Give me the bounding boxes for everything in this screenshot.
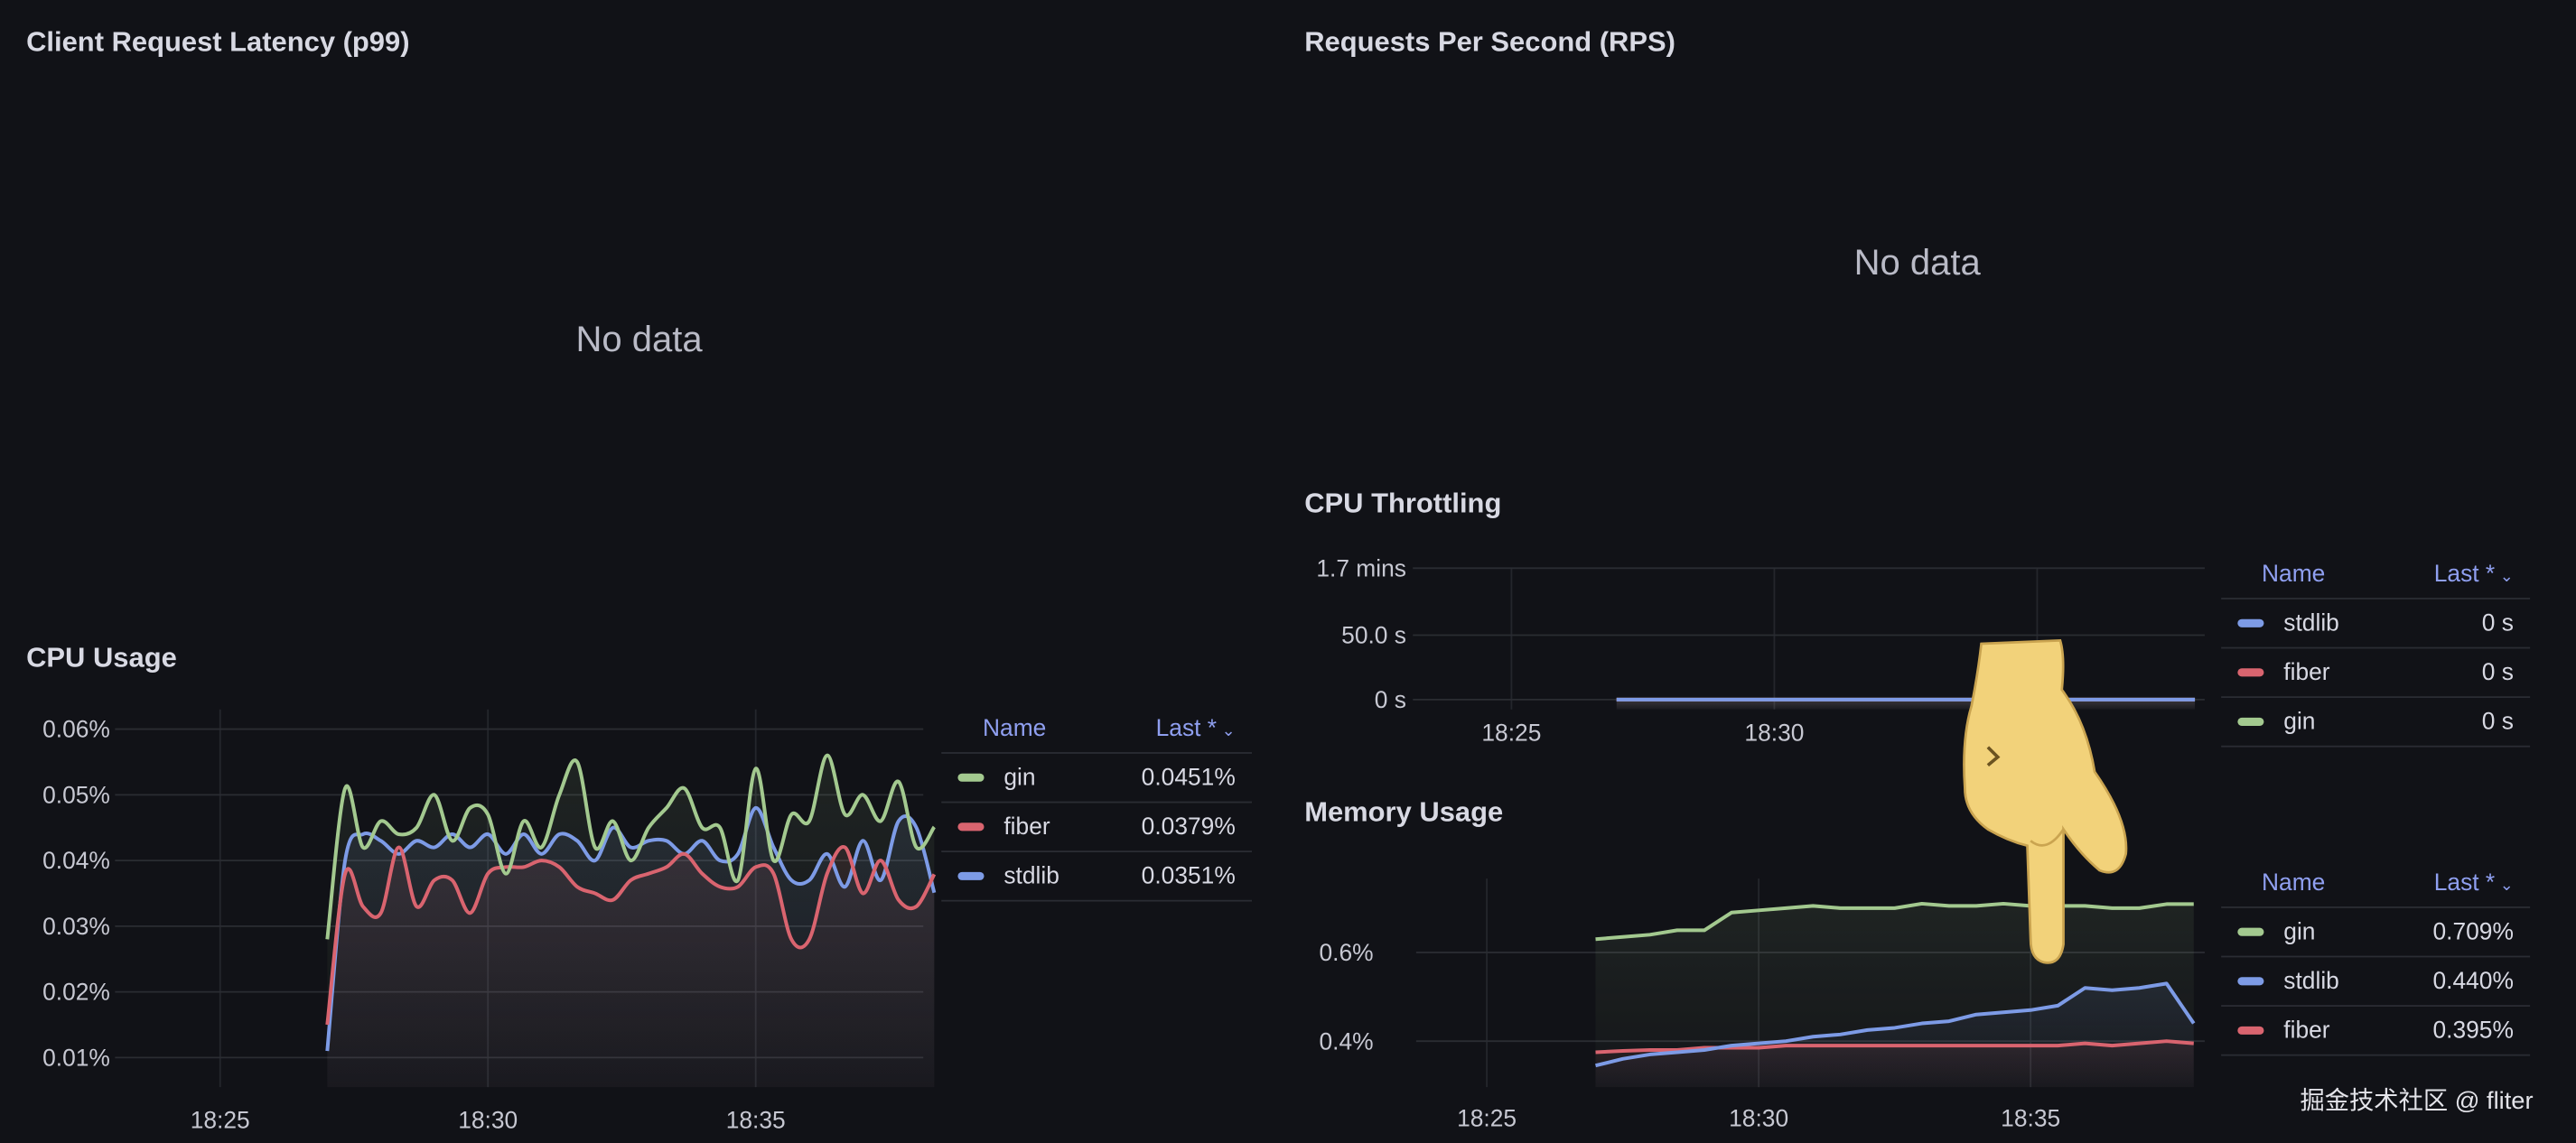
chevron-down-icon: ⌄	[2499, 568, 2514, 587]
series-color-swatch	[2237, 618, 2264, 627]
legend-item-gin[interactable]: gin 0.0451%	[941, 754, 1253, 804]
panel-title-cpu-throttling: CPU Throttling	[1304, 488, 1502, 519]
legend-series-name: stdlib	[1003, 862, 1059, 889]
legend-last-value: 0.440%	[2432, 968, 2514, 995]
x-tick-label: 18:25	[191, 1107, 250, 1134]
legend-series-name: gin	[2283, 708, 2316, 735]
x-tick-label: 18:30	[1729, 1105, 1788, 1132]
legend-series-name: gin	[1003, 764, 1036, 791]
y-tick-label: 0.06%	[42, 716, 110, 743]
legend-last-value: 0 s	[2481, 659, 2514, 686]
series-line-fiber	[1595, 1039, 2194, 1055]
series-color-swatch	[2237, 717, 2264, 726]
legend-last-header[interactable]: Last * ⌄	[2366, 870, 2530, 897]
x-tick-label: 18:25	[1457, 1105, 1517, 1132]
legend-series-name: fiber	[1003, 813, 1050, 841]
legend-cpu-throttling: Name Last * ⌄ stdlib 0 s fiber 0 s gin 0 s	[2221, 552, 2531, 748]
series-color-swatch	[2237, 668, 2264, 677]
legend-series-name: stdlib	[2283, 968, 2339, 995]
series-line-gin	[325, 753, 937, 940]
legend-header: Name Last * ⌄	[2221, 860, 2531, 908]
legend-item-stdlib[interactable]: stdlib 0 s	[2221, 599, 2531, 649]
legend-last-header[interactable]: Last * ⌄	[2366, 562, 2530, 588]
legend-name-header[interactable]: Name	[2262, 870, 2326, 897]
x-tick-label: 18:30	[458, 1107, 518, 1134]
legend-item-stdlib[interactable]: stdlib 0.0351%	[941, 852, 1253, 902]
no-data-rps: No data	[1853, 241, 1981, 283]
legend-header: Name Last * ⌄	[941, 706, 1253, 754]
y-tick-label: 0.4%	[1320, 1027, 1374, 1055]
panel-title-memory-usage: Memory Usage	[1304, 796, 1504, 828]
series-color-swatch	[2237, 977, 2264, 986]
panel-title-latency: Client Request Latency (p99)	[26, 26, 410, 58]
legend-memory-usage: Name Last * ⌄ gin 0.709% stdlib 0.440% fiber 0.3…	[2221, 860, 2531, 1056]
watermark: 掘金技术社区 @ fliter	[2300, 1087, 2534, 1116]
legend-last-value: 0.395%	[2432, 1017, 2514, 1044]
x-tick-label: 18:30	[1744, 719, 1804, 746]
legend-item-stdlib[interactable]: stdlib 0.440%	[2221, 957, 2531, 1007]
legend-header: Name Last * ⌄	[2221, 552, 2531, 599]
y-tick-label: 0.02%	[42, 979, 110, 1006]
y-tick-label: 0.03%	[42, 913, 110, 940]
no-data-latency: No data	[575, 318, 703, 360]
legend-name-header[interactable]: Name	[2262, 562, 2326, 589]
y-tick-label: 0.6%	[1320, 939, 1374, 966]
x-tick-label: 18:35	[2001, 1105, 2060, 1132]
legend-last-value: 0.0351%	[1141, 862, 1236, 889]
series-color-swatch	[2237, 927, 2264, 936]
legend-last-label: Last *	[2433, 562, 2496, 589]
legend-last-value: 0 s	[2481, 708, 2514, 735]
legend-last-label: Last *	[1155, 716, 1218, 743]
y-tick-label: 50.0 s	[1341, 622, 1406, 649]
legend-last-value: 0 s	[2481, 609, 2514, 637]
y-tick-label: 0.04%	[42, 847, 110, 874]
chevron-down-icon: ⌄	[2499, 877, 2514, 896]
series-line-fiber	[325, 845, 937, 1026]
series-area-stdlib	[327, 807, 935, 1088]
legend-cpu-usage: Name Last * ⌄ gin 0.0451% fiber 0.0379% stdlib 0…	[941, 706, 1253, 902]
legend-name-header[interactable]: Name	[982, 716, 1047, 743]
series-color-swatch	[957, 773, 985, 782]
legend-item-fiber[interactable]: fiber 0 s	[2221, 648, 2531, 699]
series-color-swatch	[957, 822, 985, 832]
x-tick-label: 18:35	[726, 1107, 786, 1134]
legend-series-name: gin	[2283, 918, 2316, 945]
series-area-fiber	[1595, 1041, 2194, 1088]
legend-last-value: 0.0379%	[1141, 813, 1236, 841]
panel-title-cpu-usage: CPU Usage	[26, 642, 177, 674]
legend-series-name: fiber	[2283, 1017, 2330, 1044]
panel-title-rps: Requests Per Second (RPS)	[1304, 26, 1675, 58]
legend-item-gin[interactable]: gin 0.709%	[2221, 908, 2531, 958]
y-tick-label: 0 s	[1375, 686, 1406, 713]
legend-item-fiber[interactable]: fiber 0.395%	[2221, 1007, 2531, 1056]
legend-last-value: 0.709%	[2432, 918, 2514, 945]
legend-item-fiber[interactable]: fiber 0.0379%	[941, 803, 1253, 853]
y-tick-label: 1.7 mins	[1316, 554, 1406, 581]
y-tick-label: 0.01%	[42, 1044, 110, 1071]
legend-series-name: stdlib	[2283, 609, 2339, 637]
x-tick-label: 18:25	[1481, 719, 1541, 746]
legend-last-value: 0.0451%	[1141, 764, 1236, 791]
legend-last-label: Last *	[2433, 870, 2496, 897]
legend-last-header[interactable]: Last * ⌄	[1087, 716, 1252, 742]
series-color-swatch	[957, 871, 985, 880]
y-tick-label: 0.05%	[42, 781, 110, 808]
series-line-gin	[1595, 901, 2194, 942]
chevron-down-icon: ⌄	[1221, 722, 1236, 741]
legend-item-gin[interactable]: gin 0 s	[2221, 698, 2531, 748]
legend-series-name: fiber	[2283, 659, 2330, 686]
series-color-swatch	[2237, 1026, 2264, 1035]
series-line-stdlib	[1595, 981, 2196, 1068]
